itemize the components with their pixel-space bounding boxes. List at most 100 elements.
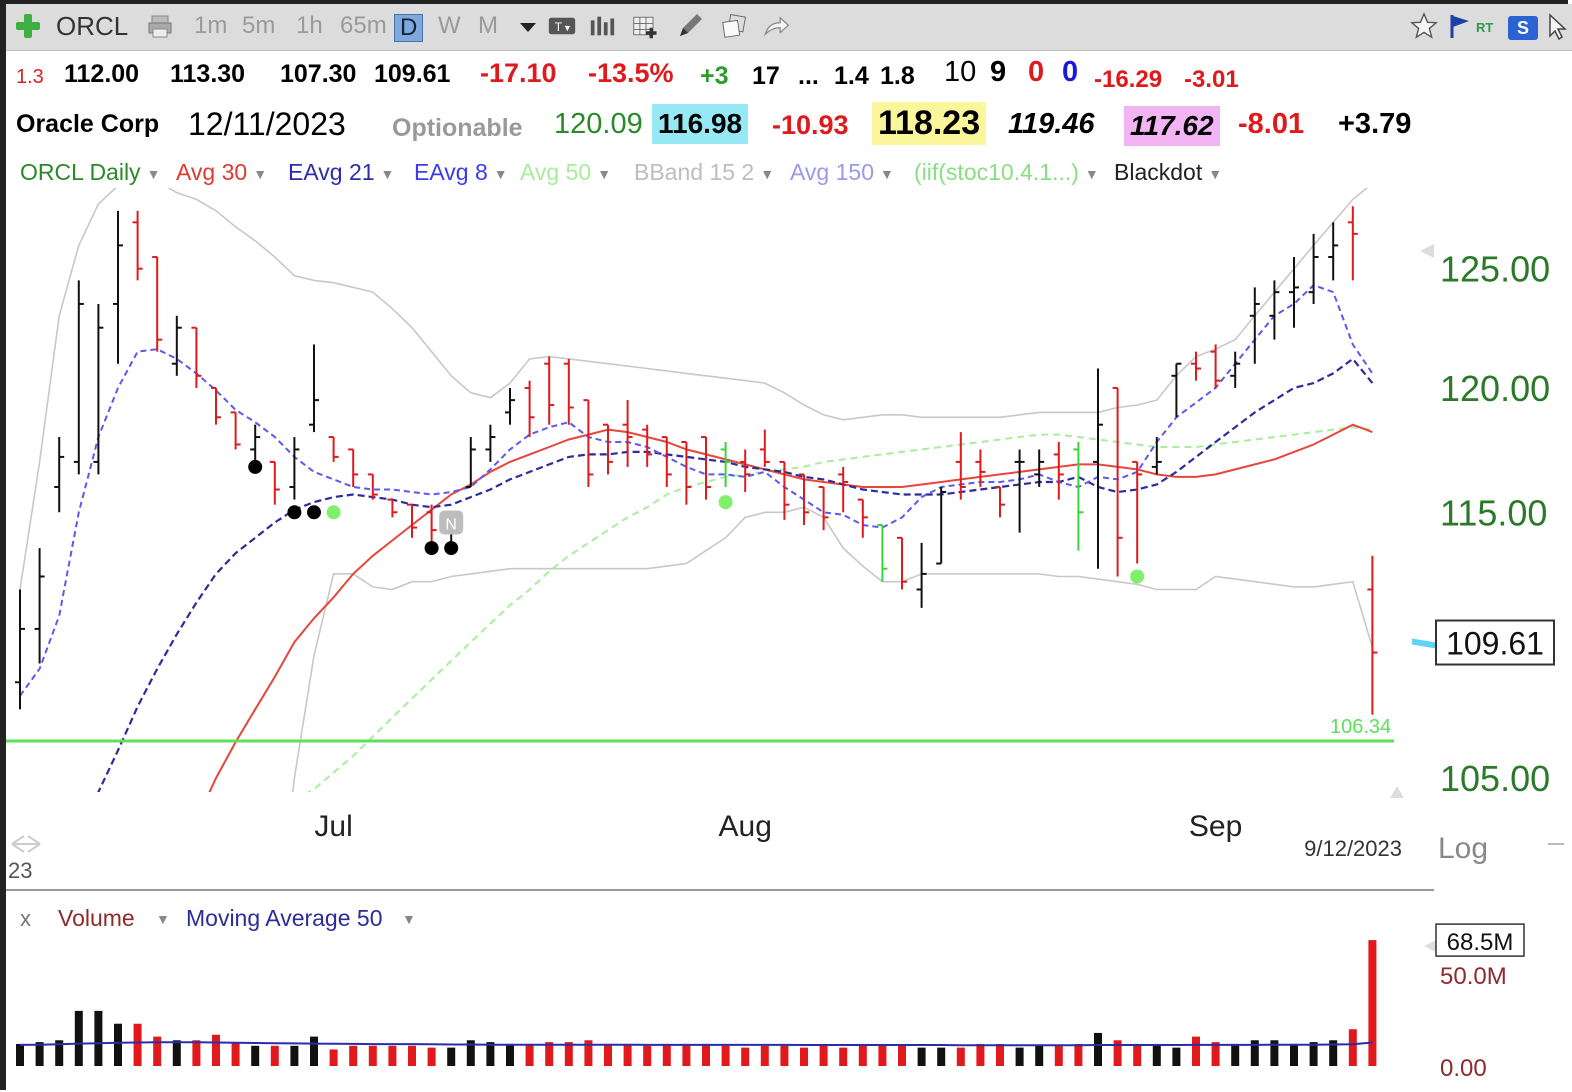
legend-item[interactable]: Blackdot ▼ (1114, 158, 1222, 188)
timeframe-w[interactable]: W (438, 12, 461, 39)
ohlc-bar (250, 424, 261, 467)
volume-scroll-icon[interactable] (1424, 940, 1436, 952)
n-marker-label: N (445, 516, 457, 533)
legend-item-label: Avg 30 (176, 159, 248, 185)
svg-text:T: T (555, 20, 563, 34)
legend-item[interactable]: ORCL Daily ▼ (20, 158, 160, 188)
volume-bar (662, 1043, 671, 1066)
pan-arrows-icon[interactable] (11, 835, 41, 853)
symbol-label[interactable]: ORCL (56, 11, 129, 41)
quote-row1-value: 17 (752, 62, 780, 90)
support-level-label: 106.34 (1330, 716, 1391, 738)
legend-item[interactable]: BBand 15 2 ▼ (634, 158, 774, 188)
chevron-down-icon: ▼ (402, 911, 416, 927)
chevron-down-icon[interactable]: ▼ (1208, 165, 1223, 182)
chevron-down-icon[interactable]: ▼ (760, 165, 775, 182)
quote-row1-value: 1.3 (16, 66, 44, 88)
ohlc-bar (289, 437, 300, 500)
flag-icon[interactable] (1446, 12, 1474, 40)
volume-bar (506, 1043, 514, 1066)
cursor-icon[interactable] (1544, 12, 1572, 40)
volume-bar (408, 1045, 416, 1066)
grid-add-icon[interactable] (632, 12, 660, 40)
chevron-down-icon[interactable]: ▼ (597, 165, 612, 182)
dropdown-caret-icon[interactable] (514, 12, 542, 40)
volume-bar (937, 1047, 946, 1066)
quote-row1-value: -17.10 (480, 58, 557, 88)
last-price-arrow-icon (1412, 638, 1436, 649)
ohlc-bar (113, 210, 123, 364)
volume-bar (564, 1042, 573, 1066)
n-marker-badge (439, 510, 464, 535)
volume-bar (270, 1045, 279, 1066)
layers-icon[interactable] (720, 12, 748, 40)
volume-bar (780, 1045, 789, 1066)
bar-style-icon[interactable] (588, 12, 616, 40)
volume-bar (349, 1045, 358, 1066)
ohlc-bar (485, 424, 496, 462)
star-icon[interactable] (1410, 12, 1438, 40)
ohlc-bar (603, 423, 613, 475)
ohlc-bar (367, 473, 378, 500)
ohlc-bar (348, 448, 359, 487)
sma50-line (307, 426, 1373, 792)
legend-item[interactable]: (iif(stoc10.4.1...) ▼ (914, 158, 1099, 188)
legend-item-label: ORCL Daily (20, 159, 141, 185)
volume-bar (996, 1043, 1004, 1066)
volume-bar (35, 1042, 44, 1066)
legend-item[interactable]: Avg 150 ▼ (790, 158, 894, 188)
scroll-down-icon[interactable] (1390, 786, 1404, 798)
legend-item[interactable]: Avg 50 ▼ (520, 158, 611, 188)
volume-bar (643, 1045, 652, 1066)
chevron-down-icon[interactable]: ▼ (493, 165, 508, 182)
volume-bar (1113, 1040, 1122, 1066)
legend-item-label: EAvg 21 (288, 159, 375, 185)
scroll-up-icon[interactable] (1420, 244, 1434, 258)
volume-axis-tick: 0.00 (1440, 1055, 1487, 1082)
ohlc-bar (524, 380, 535, 438)
timeframe-5m[interactable]: 5m (242, 12, 276, 39)
text-toggle-icon[interactable]: T ▼ (548, 12, 576, 40)
ohlc-bar (583, 399, 594, 487)
share-arrow-icon[interactable] (762, 12, 790, 40)
volume-bar (74, 1010, 83, 1066)
chevron-down-icon[interactable]: ▼ (879, 165, 894, 182)
timeframe-1h[interactable]: 1h (296, 12, 323, 39)
plus-icon[interactable] (14, 12, 42, 40)
chevron-down-icon[interactable]: ▼ (253, 165, 268, 182)
legend-item[interactable]: Avg 30 ▼ (176, 158, 267, 188)
legend-item[interactable]: EAvg 21 ▼ (288, 158, 394, 188)
quote-row1-value: ... (798, 62, 819, 90)
rt-badge-icon[interactable]: RT (1476, 20, 1494, 35)
optionable-label: Optionable (392, 114, 523, 142)
quote-value-8: +3.79 (1338, 108, 1412, 140)
time-axis-month: Jul (314, 810, 352, 843)
sv-badge-icon[interactable]: S (1508, 16, 1538, 40)
volume-title: Volume (58, 905, 135, 931)
quote-date: 12/11/2023 (188, 106, 346, 142)
volume-bar (1309, 1042, 1318, 1066)
volume-bar (1054, 1045, 1063, 1066)
ohlc-bar (975, 449, 986, 487)
ohlc-bar (779, 460, 790, 520)
legend-item[interactable]: EAvg 8 ▼ (414, 158, 508, 188)
ohlc-bar (1347, 206, 1358, 281)
printer-icon[interactable] (146, 12, 174, 40)
ohlc-bar (34, 548, 45, 664)
quote-row1-value: 1.4 (834, 62, 869, 90)
timeframe-1m[interactable]: 1m (194, 12, 228, 39)
volume-bar (212, 1034, 220, 1066)
volume-bar (133, 1023, 142, 1066)
pencil-icon[interactable] (676, 12, 704, 40)
timeframe-d[interactable]: D (394, 14, 424, 42)
chevron-down-icon[interactable]: ▼ (146, 165, 161, 182)
timeframe-m[interactable]: M (478, 12, 498, 39)
ohlc-bar (1112, 386, 1123, 577)
chevron-down-icon[interactable]: ▼ (1084, 165, 1099, 182)
volume-bar (94, 1010, 103, 1066)
timeframe-65m[interactable]: 65m (340, 12, 387, 39)
quote-value-1: 120.09 (554, 108, 643, 140)
chevron-down-icon[interactable]: ▼ (380, 165, 395, 182)
ohlc-bar (701, 436, 711, 500)
